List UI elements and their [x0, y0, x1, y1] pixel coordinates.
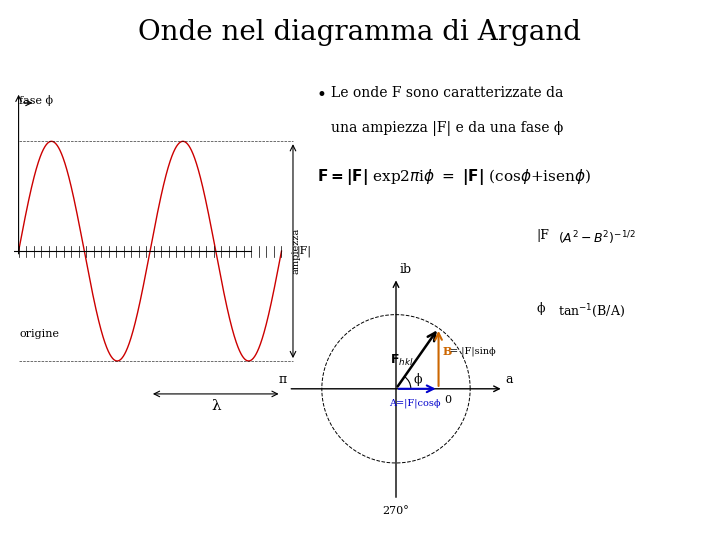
Text: 0: 0: [444, 395, 451, 405]
Text: a: a: [505, 373, 513, 386]
Text: |F: |F: [536, 230, 549, 242]
Text: B: B: [443, 346, 452, 357]
Text: = |F|sinϕ: = |F|sinϕ: [450, 347, 495, 356]
Text: π: π: [278, 373, 287, 386]
Text: ϕ: ϕ: [413, 373, 422, 387]
Text: ib: ib: [400, 263, 412, 276]
Text: |F|: |F|: [297, 245, 312, 257]
Text: $\mathbf{F}_{hkl}$: $\mathbf{F}_{hkl}$: [390, 353, 414, 368]
Text: ampiezza: ampiezza: [292, 228, 301, 274]
Text: ϕ: ϕ: [536, 302, 545, 315]
Text: A=|F|cosϕ: A=|F|cosϕ: [390, 399, 441, 408]
Text: Onde nel diagramma di Argand: Onde nel diagramma di Argand: [138, 19, 582, 46]
Text: Le onde F sono caratterizzate da: Le onde F sono caratterizzate da: [331, 86, 564, 100]
Text: 270°: 270°: [382, 506, 410, 516]
Text: fase ϕ: fase ϕ: [19, 95, 53, 106]
Text: $(A^2 - B^2)^{-1/2}$: $(A^2 - B^2)^{-1/2}$: [558, 230, 636, 247]
Text: origine: origine: [19, 328, 60, 339]
Text: tan$^{-1}$(B/A): tan$^{-1}$(B/A): [558, 302, 625, 320]
Text: •: •: [317, 86, 327, 104]
Text: una ampiezza |F| e da una fase ϕ: una ampiezza |F| e da una fase ϕ: [331, 122, 564, 137]
Text: λ: λ: [211, 400, 220, 414]
Text: $\mathbf{F = |F|}$ exp2$\pi$i$\phi$ $=$ $\mathbf{|F|}$ (cos$\phi$+isen$\phi$): $\mathbf{F = |F|}$ exp2$\pi$i$\phi$ $=$ …: [317, 167, 591, 187]
